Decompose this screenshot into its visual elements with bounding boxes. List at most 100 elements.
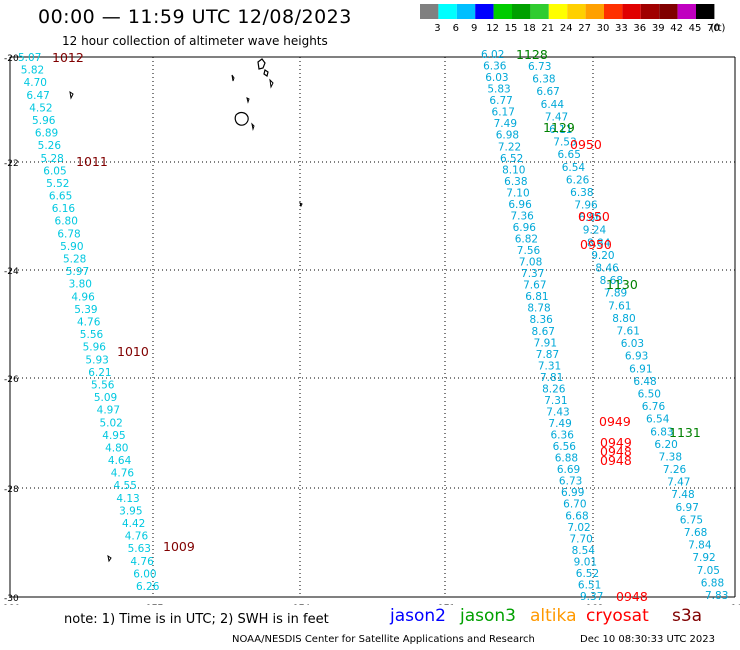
lon-tick-label: -168 <box>583 604 604 605</box>
pass-time-label: 0948 <box>600 444 632 459</box>
scale-label: 36 <box>633 23 646 34</box>
scale-swatch <box>512 4 531 19</box>
wave-height-value: 6.78 <box>57 228 80 240</box>
wave-height-value: 6.44 <box>541 99 565 111</box>
scale-label: 42 <box>670 23 683 34</box>
wave-height-value: 5.93 <box>85 354 108 366</box>
scale-swatch <box>604 4 623 19</box>
lon-tick-label: -180 <box>0 604 20 605</box>
wave-height-value: 5.63 <box>128 543 151 555</box>
wave-height-value: 7.38 <box>659 451 682 463</box>
wave-height-value: 8.80 <box>612 313 635 325</box>
wave-height-value: 4.80 <box>105 442 128 454</box>
wave-height-value: 7.49 <box>494 118 517 130</box>
scale-swatch <box>585 4 604 19</box>
wave-height-value: 5.26 <box>38 140 62 152</box>
wave-height-value: 6.20 <box>654 439 677 451</box>
scale-label: 70 <box>707 23 720 34</box>
wave-height-value: 9.37 <box>580 591 603 603</box>
satellite-legend-altika: altika <box>530 606 577 626</box>
scale-label: 27 <box>578 23 591 34</box>
wave-height-value: 6.26 <box>566 174 590 186</box>
wave-height-value: 6.83 <box>650 426 673 438</box>
wave-height-value: 9.24 <box>583 225 607 237</box>
wave-height-value: 7.61 <box>608 300 631 312</box>
wave-height-value: 5.28 <box>40 153 63 165</box>
wave-height-value: 6.70 <box>563 499 586 511</box>
wave-height-value: 7.92 <box>692 552 715 564</box>
scale-label: 15 <box>505 23 518 34</box>
scale-swatch <box>438 4 457 19</box>
wave-height-value: 7.26 <box>663 464 687 476</box>
scale-swatch <box>456 4 476 19</box>
wave-height-value: 7.49 <box>548 418 571 430</box>
pass-time-label: 1128 <box>516 47 548 62</box>
wave-height-value: 8.78 <box>527 303 550 315</box>
wave-height-value: 7.47 <box>667 477 690 489</box>
wave-height-value: 5.96 <box>83 342 107 354</box>
wave-height-value: 6.00 <box>133 568 156 580</box>
wave-height-value: 4.64 <box>108 455 132 467</box>
scale-swatch <box>493 4 512 19</box>
wave-height-value: 7.10 <box>506 187 529 199</box>
wave-height-value: 6.38 <box>570 187 593 199</box>
wave-height-value: 7.05 <box>697 565 720 577</box>
wave-height-value: 6.99 <box>561 487 584 499</box>
wave-height-value: 6.76 <box>642 401 666 413</box>
wave-height-value: 7.61 <box>617 326 640 338</box>
wave-height-value: 5.56 <box>91 379 115 391</box>
wave-height-value: 8.46 <box>595 263 619 275</box>
wave-height-value: 5.52 <box>46 178 69 190</box>
wave-height-value: 6.88 <box>701 577 724 589</box>
pass-time-label: 1012 <box>52 50 84 65</box>
wave-height-value: 7.70 <box>569 533 592 545</box>
wave-height-value: 7.37 <box>521 268 544 280</box>
wave-height-value: 6.11 <box>549 124 572 136</box>
pass-time-label: 0949 <box>599 414 631 429</box>
scale-swatch <box>420 4 439 19</box>
wave-height-value: 6.36 <box>551 430 575 442</box>
wave-height-value: 6.54 <box>646 414 670 426</box>
wave-height-value: 3.80 <box>69 279 92 291</box>
wave-height-value: 5.07 <box>18 52 41 64</box>
wave-height-value: 3.95 <box>119 505 142 517</box>
wave-height-value: 8.67 <box>532 326 555 338</box>
wave-height-value: 6.50 <box>638 388 661 400</box>
wave-height-value: 7.81 <box>540 372 563 384</box>
lat-lon-grid <box>9 56 736 598</box>
wave-height-value: 6.98 <box>496 130 519 142</box>
wave-height-value: 6.26 <box>136 581 160 593</box>
scale-label: 24 <box>560 23 573 34</box>
wave-height-value: 5.96 <box>32 115 56 127</box>
wave-height-value: 8.10 <box>502 164 525 176</box>
scale-swatch <box>659 4 678 19</box>
wave-height-value: 4.70 <box>24 77 47 89</box>
wave-height-value: 6.73 <box>528 61 551 73</box>
wave-height-map[interactable]: 5.075.824.706.474.525.966.895.265.286.05… <box>0 0 740 605</box>
wave-height-value: 6.89 <box>35 128 58 140</box>
wave-height-value: 8.84 <box>587 237 611 249</box>
wave-height-value: 4.42 <box>122 518 145 530</box>
wave-height-value: 7.56 <box>517 245 541 257</box>
scale-label: 39 <box>652 23 665 34</box>
scale-label: 9 <box>471 23 477 34</box>
pass-time-labels: 1012101110101009095009500950094909490948… <box>52 47 701 604</box>
wave-height-value: 6.86 <box>579 212 603 224</box>
scale-swatch <box>622 4 641 19</box>
track-right-measurements: 6.736.386.676.447.476.117.536.656.546.26… <box>528 61 728 602</box>
wave-height-value: 5.09 <box>94 392 117 404</box>
map-title: 00:00 — 11:59 UTC 12/08/2023 <box>38 6 352 28</box>
wave-height-value: 7.67 <box>523 280 546 292</box>
pass-time-label: 1129 <box>543 120 575 135</box>
pass-time-label: 0950 <box>580 237 612 252</box>
satellite-legend-s3a: s3a <box>672 606 703 626</box>
satellite-legend-jason2: jason2 <box>390 606 446 626</box>
scale-label: 30 <box>597 23 610 34</box>
wave-height-value: 6.52 <box>576 568 599 580</box>
wave-height-value: 6.65 <box>558 149 581 161</box>
wave-height-value: 5.56 <box>80 329 104 341</box>
pass-time-label: 1131 <box>669 425 701 440</box>
lat-tick-label: -28 <box>4 485 19 495</box>
wave-height-value: 6.51 <box>578 579 601 591</box>
wave-height-value: 6.96 <box>513 222 537 234</box>
